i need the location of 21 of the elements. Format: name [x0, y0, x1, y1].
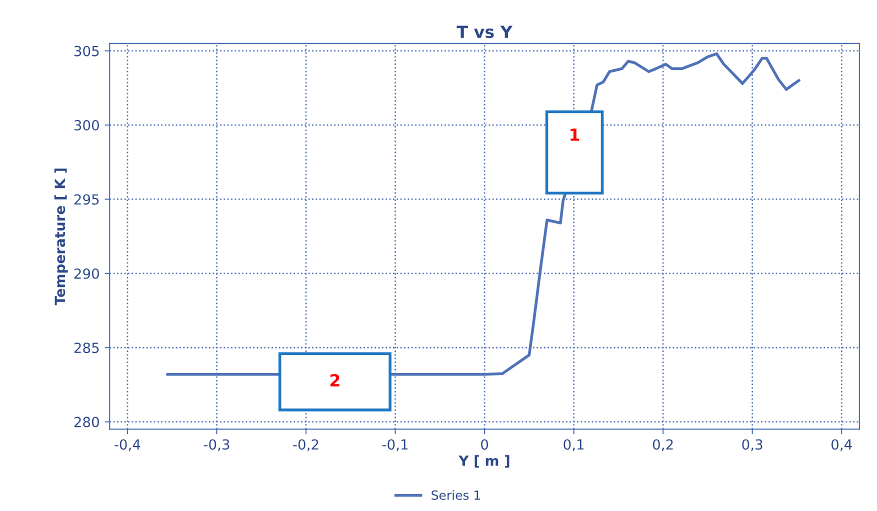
x-tick-label: -0,1 — [382, 439, 408, 452]
y-tick-label: 290 — [74, 268, 99, 279]
chart-title: T vs Y — [456, 26, 513, 38]
x-tick-label: -0,2 — [293, 439, 318, 452]
x-tick-label: 0,3 — [742, 439, 762, 452]
x-tick-label: 0,4 — [831, 439, 852, 452]
y-tick-label: 295 — [74, 194, 99, 205]
x-axis-title: Y [ m ] — [458, 455, 510, 468]
x-tick-label: -0,3 — [204, 439, 230, 452]
y-tick-label: 285 — [74, 342, 99, 354]
x-tick-label: 0,1 — [564, 439, 584, 452]
annotation: 2 — [330, 374, 340, 386]
annotation: 1 — [570, 128, 580, 141]
y-axis-title: Temperature [ K ] — [54, 168, 68, 306]
y-tick-label: 305 — [74, 46, 99, 56]
legend-label: Series 1 — [432, 490, 480, 500]
x-tick-label: 0,2 — [652, 439, 673, 452]
x-tick-label: 0 — [481, 439, 488, 450]
y-tick-label: 280 — [74, 416, 99, 428]
x-tick-label: -0,4 — [114, 439, 140, 452]
y-tick-label: 300 — [74, 120, 99, 131]
